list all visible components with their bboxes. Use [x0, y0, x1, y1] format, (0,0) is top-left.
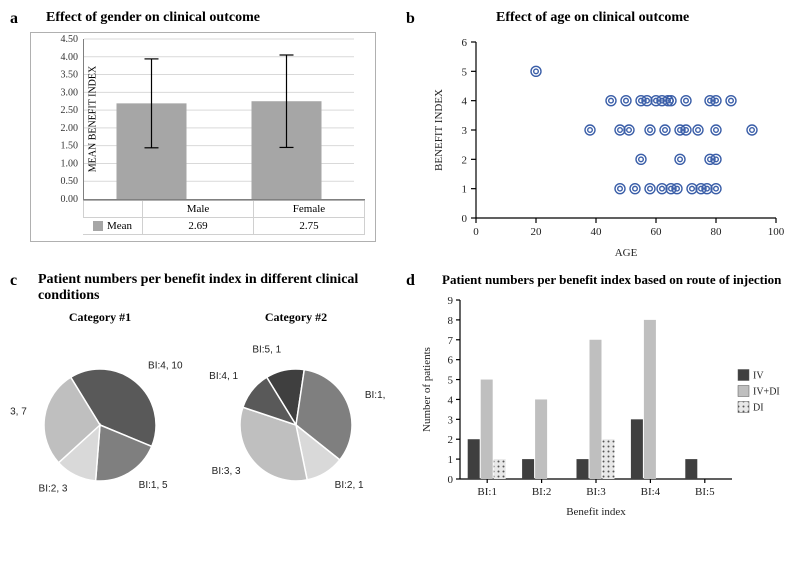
svg-text:BI:1, 5: BI:1, 5 — [139, 480, 168, 491]
panel-a-table-h2: Female — [254, 201, 365, 218]
svg-text:6: 6 — [462, 37, 468, 49]
panel-a: a Effect of gender on clinical outcome M… — [10, 10, 386, 262]
panel-a-table-v1: 2.69 — [143, 218, 254, 235]
svg-text:6: 6 — [448, 355, 454, 367]
figure-grid: a Effect of gender on clinical outcome M… — [10, 10, 775, 524]
svg-text:2.50: 2.50 — [61, 105, 79, 116]
panel-b: b Effect of age on clinical outcome 0204… — [406, 10, 785, 262]
svg-text:9: 9 — [448, 295, 454, 307]
panel-c-label: c — [10, 272, 17, 290]
panel-d-svg: 0 1 2 3 4 5 6 7 8 9 BI:1 BI:2 BI:3 BI:4 BI:5 Benefit in… — [416, 294, 785, 519]
svg-text:3: 3 — [462, 125, 468, 137]
panel-a-table-v2: 2.75 — [254, 218, 365, 235]
panel-a-title: Effect of gender on clinical outcome — [46, 10, 386, 26]
svg-text:0: 0 — [448, 474, 454, 486]
svg-text:BI:2: BI:2 — [532, 486, 552, 498]
panel-a-chartbox: MEAN BENEFIT INDEX 0.501.001.502.002.503… — [30, 32, 376, 242]
svg-text:0: 0 — [462, 213, 468, 225]
svg-text:60: 60 — [651, 226, 663, 238]
svg-text:BI:4, 10: BI:4, 10 — [148, 361, 183, 372]
panel-d-plot: 0 1 2 3 4 5 6 7 8 9 BI:1 BI:2 BI:3 BI:4 BI:5 Benefit in… — [416, 294, 785, 524]
svg-text:BI:3: BI:3 — [586, 486, 606, 498]
svg-text:3.00: 3.00 — [61, 87, 79, 98]
svg-text:1.00: 1.00 — [61, 158, 79, 169]
panel-a-table-h0 — [83, 201, 143, 218]
svg-text:BI:3, 7: BI:3, 7 — [10, 407, 27, 418]
panel-c-title: Patient numbers per benefit index in dif… — [38, 272, 386, 304]
svg-text:BI:4: BI:4 — [641, 486, 661, 498]
panel-a-table-h1: Male — [143, 201, 254, 218]
svg-text:0: 0 — [473, 226, 479, 238]
svg-text:80: 80 — [711, 226, 723, 238]
svg-text:IV+DI: IV+DI — [753, 387, 780, 398]
panel-a-svg: 0.501.001.502.002.503.003.504.004.500.00 — [84, 39, 354, 199]
svg-text:8: 8 — [448, 315, 454, 327]
svg-text:BI:1, 3: BI:1, 3 — [365, 390, 386, 401]
pie-subtitle: Category #2 — [206, 310, 386, 325]
panel-c: c Patient numbers per benefit index in d… — [10, 272, 386, 524]
pie-chart: Category #2 BI:5, 1 BI:1, 3 BI:2, 1 BI:3, 3 B… — [206, 310, 386, 514]
pie-subtitle: Category #1 — [10, 310, 190, 325]
svg-text:3.50: 3.50 — [61, 70, 79, 81]
panel-a-legend-label: Mean — [107, 220, 132, 232]
svg-text:4: 4 — [448, 394, 454, 406]
svg-text:4.50: 4.50 — [61, 34, 79, 45]
svg-text:BI:5, 1: BI:5, 1 — [252, 344, 281, 355]
panel-a-plot: MEAN BENEFIT INDEX 0.501.001.502.002.503… — [83, 39, 365, 200]
svg-text:0.00: 0.00 — [61, 194, 79, 205]
svg-text:5: 5 — [448, 375, 454, 387]
svg-text:100: 100 — [768, 226, 785, 238]
svg-text:BI:3, 3: BI:3, 3 — [212, 466, 241, 477]
panel-b-label: b — [406, 10, 415, 28]
svg-text:7: 7 — [448, 335, 454, 347]
panel-d-title: Patient numbers per benefit index based … — [442, 272, 785, 288]
panel-a-label: a — [10, 10, 18, 28]
svg-text:4: 4 — [462, 96, 468, 108]
svg-text:1: 1 — [448, 454, 454, 466]
svg-text:Number of patients: Number of patients — [421, 347, 433, 432]
svg-text:BI:4, 1: BI:4, 1 — [209, 371, 238, 382]
panel-b-title: Effect of age on clinical outcome — [496, 10, 785, 26]
panel-a-ylabel: MEAN BENEFIT INDEX — [88, 66, 99, 172]
panel-b-plot: 0 20 40 60 80 100 0 1 2 3 4 5 6 AGE BENEFIT INDEX — [426, 32, 785, 262]
svg-text:2: 2 — [462, 154, 468, 166]
panel-c-pies: Category #1 BI:4, 10 BI:1, 5 BI:2, 3 BI:3, 7… — [10, 310, 386, 514]
svg-text:BI:2, 1: BI:2, 1 — [335, 480, 364, 491]
svg-text:3: 3 — [448, 414, 454, 426]
panel-a-table: Male Female Mean 2.69 2.75 — [83, 200, 365, 235]
svg-text:40: 40 — [591, 226, 603, 238]
panel-d: d Patient numbers per benefit index base… — [406, 272, 785, 524]
svg-text:1: 1 — [462, 184, 468, 196]
svg-text:IV: IV — [753, 371, 764, 382]
svg-text:2: 2 — [448, 434, 454, 446]
svg-text:BI:1: BI:1 — [477, 486, 497, 498]
pie-chart: Category #1 BI:4, 10 BI:1, 5 BI:2, 3 BI:3, 7 — [10, 310, 190, 514]
svg-text:4.00: 4.00 — [61, 52, 79, 63]
svg-text:2.00: 2.00 — [61, 123, 79, 134]
svg-text:1.50: 1.50 — [61, 141, 79, 152]
svg-text:5: 5 — [462, 66, 468, 78]
panel-b-svg: 0 20 40 60 80 100 0 1 2 3 4 5 6 AGE BENEFIT INDEX — [426, 32, 785, 262]
panel-a-table-r0: Mean — [83, 218, 143, 235]
svg-text:Benefit index: Benefit index — [566, 506, 626, 518]
svg-text:BI:5: BI:5 — [695, 486, 715, 498]
svg-text:0.50: 0.50 — [61, 176, 79, 187]
svg-text:20: 20 — [531, 226, 543, 238]
svg-text:BI:2, 3: BI:2, 3 — [39, 483, 68, 494]
svg-text:DI: DI — [753, 403, 764, 414]
svg-text:AGE: AGE — [615, 247, 638, 259]
svg-text:BENEFIT INDEX: BENEFIT INDEX — [433, 89, 445, 171]
panel-d-label: d — [406, 272, 415, 290]
